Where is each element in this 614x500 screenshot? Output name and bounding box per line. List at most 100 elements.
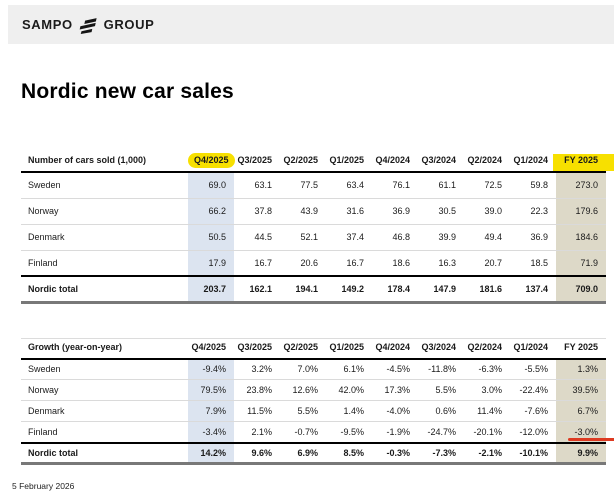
value-cell: 1.3%	[556, 358, 606, 380]
value-cell: -7.6%	[510, 400, 556, 422]
row-label: Finland	[21, 421, 188, 443]
value-cell: 43.9	[280, 198, 326, 225]
table-header-row: Number of cars sold (1,000) Q4/2025 Q3/202…	[21, 148, 614, 173]
column-header-q2-2024: Q2/2024	[464, 148, 510, 173]
value-cell: 31.6	[326, 198, 372, 225]
value-cell: 72.5	[464, 172, 510, 199]
value-cell: 2.1%	[234, 421, 280, 443]
value-cell: 36.9	[372, 198, 418, 225]
value-cell: 59.8	[510, 172, 556, 199]
value-cell: -0.7%	[280, 421, 326, 443]
value-cell: 181.6	[464, 275, 510, 304]
value-cell: 17.9	[188, 250, 234, 277]
page-title: Nordic new car sales	[21, 80, 234, 103]
value-cell: 37.8	[234, 198, 280, 225]
value-cell: 16.3	[418, 250, 464, 277]
value-cell: 6.1%	[326, 358, 372, 380]
value-cell: 709.0	[556, 275, 606, 304]
value-cell: 63.4	[326, 172, 372, 199]
footer-date: 5 February 2026	[12, 481, 75, 491]
value-cell: 5.5%	[280, 400, 326, 422]
value-cell: 66.2	[188, 198, 234, 225]
value-cell: -24.7%	[418, 421, 464, 443]
table-row-finland: Finland 17.9 16.7 20.6 16.7 18.6 16.3 20.7 18.5 7…	[21, 250, 606, 277]
value-cell: 52.1	[280, 224, 326, 251]
value-cell: 39.0	[464, 198, 510, 225]
brand-sampo-text: SAMPO	[22, 17, 73, 32]
row-label: Denmark	[21, 400, 188, 422]
value-cell: 1.4%	[326, 400, 372, 422]
value-cell: 44.5	[234, 224, 280, 251]
column-header-q3-2025: Q3/2025	[234, 338, 280, 360]
table-header-row: Growth (year-on-year) Q4/2025 Q3/2025 Q2/20…	[21, 338, 606, 360]
cars-sold-table: Number of cars sold (1,000) Q4/2025 Q3/202…	[21, 148, 614, 304]
column-header-fy-2025: FY 2025	[556, 338, 606, 360]
column-header-q4-2025: Q4/2025	[188, 338, 234, 360]
value-cell: 61.1	[418, 172, 464, 199]
value-cell: 14.2%	[188, 441, 234, 465]
table-row-norway: Norway 79.5% 23.8% 12.6% 42.0% 17.3% 5.5% 3.0% -…	[21, 379, 606, 401]
table-row-finland: Finland -3.4% 2.1% -0.7% -9.5% -1.9% -24.7% -20…	[21, 421, 614, 443]
total-row: Nordic total 203.7 162.1 194.1 149.2 178.4 147…	[21, 275, 606, 304]
row-label: Norway	[21, 198, 188, 225]
column-header-q1-2025: Q1/2025	[326, 338, 372, 360]
value-cell: 20.7	[464, 250, 510, 277]
value-cell: -12.0%	[510, 421, 556, 443]
value-cell: 18.6	[372, 250, 418, 277]
value-cell: 30.5	[418, 198, 464, 225]
value-cell: 49.4	[464, 224, 510, 251]
value-cell: -22.4%	[510, 379, 556, 401]
table-row-sweden: Sweden -9.4% 3.2% 7.0% 6.1% -4.5% -11.8% -6.3% -…	[21, 358, 606, 380]
value-cell: 20.6	[280, 250, 326, 277]
column-header-q4-2025: Q4/2025	[188, 148, 235, 173]
value-cell: 9.6%	[234, 441, 280, 465]
value-cell: 63.1	[234, 172, 280, 199]
value-cell: 179.6	[556, 198, 606, 225]
value-cell: 39.9	[418, 224, 464, 251]
column-header-q3-2025: Q3/2025	[234, 148, 280, 173]
value-cell: 6.7%	[556, 400, 606, 422]
value-cell: 39.5%	[556, 379, 606, 401]
value-cell: 273.0	[556, 172, 606, 199]
value-cell: 137.4	[510, 275, 556, 304]
value-cell: -3.4%	[188, 421, 234, 443]
row-label: Norway	[21, 379, 188, 401]
row-label: Sweden	[21, 358, 188, 380]
value-cell: 76.1	[372, 172, 418, 199]
table-row-norway: Norway 66.2 37.8 43.9 31.6 36.9 30.5 39.0 22.3 17…	[21, 198, 606, 225]
value-cell: 79.5%	[188, 379, 234, 401]
value-cell: 12.6%	[280, 379, 326, 401]
row-label: Finland	[21, 250, 188, 277]
table-row-denmark: Denmark 50.5 44.5 52.1 37.4 46.8 39.9 49.4 36.9 1…	[21, 224, 606, 251]
table-row-sweden: Sweden 69.0 63.1 77.5 63.4 76.1 61.1 72.5 59.8 27…	[21, 172, 606, 199]
value-cell: 23.8%	[234, 379, 280, 401]
column-header-fy-2025: FY 2025	[553, 148, 614, 173]
value-cell: -5.5%	[510, 358, 556, 380]
value-cell: 42.0%	[326, 379, 372, 401]
value-cell: -7.3%	[418, 441, 464, 465]
column-header-q4-2024: Q4/2024	[372, 148, 418, 173]
value-cell: 8.5%	[326, 441, 372, 465]
column-header-q3-2024: Q3/2024	[418, 148, 464, 173]
table-row-denmark: Denmark 7.9% 11.5% 5.5% 1.4% -4.0% 0.6% 11.4% -7…	[21, 400, 606, 422]
value-cell: 77.5	[280, 172, 326, 199]
value-cell: 5.5%	[418, 379, 464, 401]
value-cell: -2.1%	[464, 441, 510, 465]
value-cell: 6.9%	[280, 441, 326, 465]
value-cell: 18.5	[510, 250, 556, 277]
header-bar: SAMPO GROUP	[8, 5, 614, 44]
value-cell: -20.1%	[464, 421, 510, 443]
value-cell: 162.1	[234, 275, 280, 304]
value-cell: 149.2	[326, 275, 372, 304]
value-cell: 17.3%	[372, 379, 418, 401]
value-cell: 11.5%	[234, 400, 280, 422]
value-cell: 71.9	[556, 250, 606, 277]
sampo-group-logo: SAMPO GROUP	[22, 16, 154, 34]
row-label: Denmark	[21, 224, 188, 251]
value-cell: 9.9%	[556, 441, 606, 465]
value-cell: 16.7	[234, 250, 280, 277]
row-label: Nordic total	[21, 275, 188, 304]
value-cell: 37.4	[326, 224, 372, 251]
value-cell: -10.1%	[510, 441, 556, 465]
